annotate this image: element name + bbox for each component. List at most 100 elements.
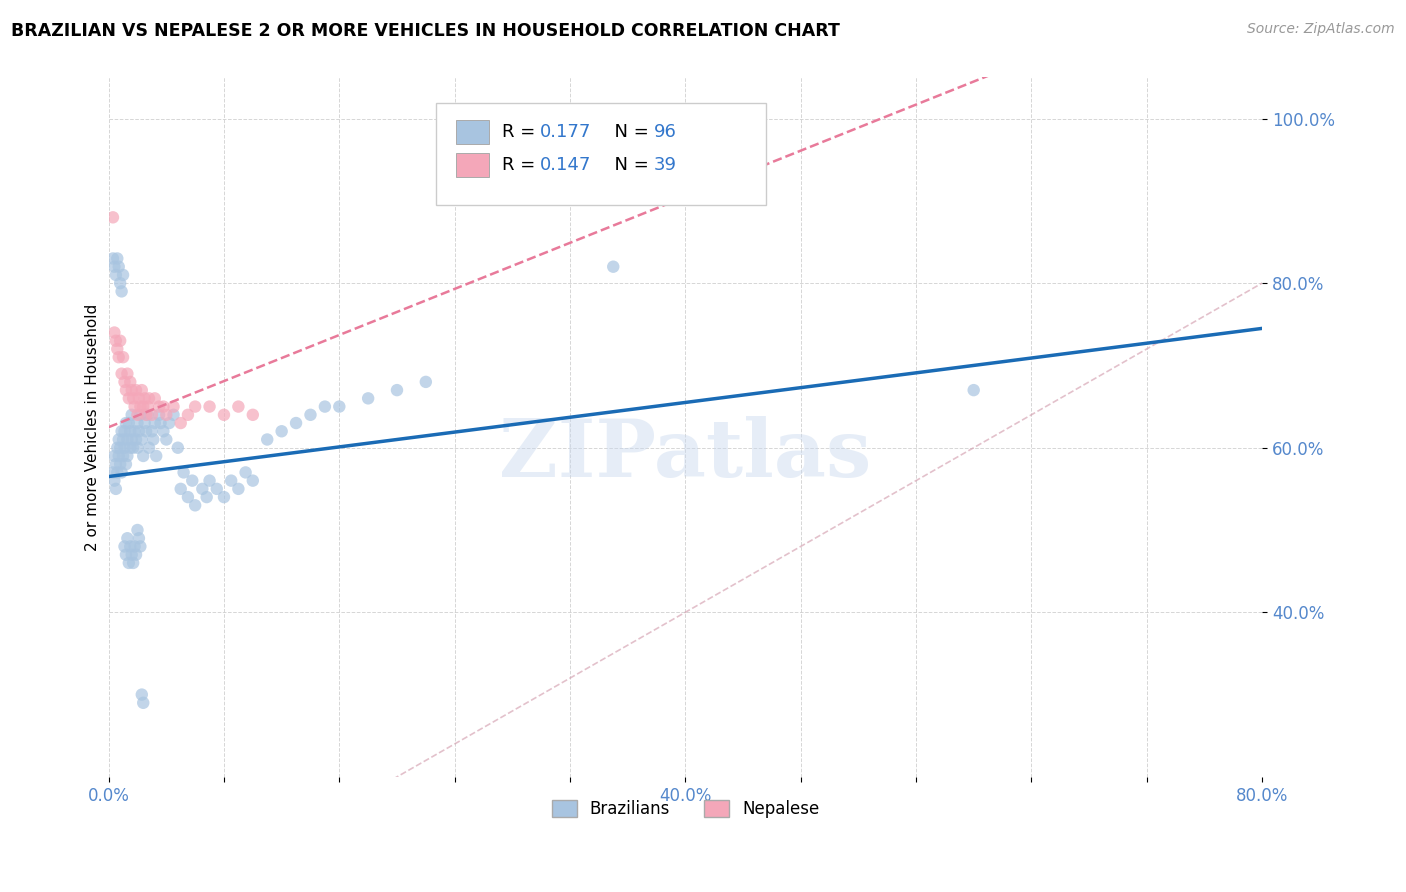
Point <box>125 548 148 562</box>
Point <box>103 260 125 274</box>
Point <box>181 474 204 488</box>
Point <box>101 466 124 480</box>
Point <box>132 449 155 463</box>
Point <box>131 383 153 397</box>
Point <box>131 688 153 702</box>
Point <box>162 400 184 414</box>
Point <box>108 334 131 348</box>
Point <box>128 424 150 438</box>
Point <box>105 441 128 455</box>
Point <box>136 408 159 422</box>
Point <box>184 499 207 513</box>
Point <box>114 540 136 554</box>
Point <box>173 466 195 480</box>
Point <box>132 696 155 710</box>
Text: N =: N = <box>603 123 655 141</box>
Point <box>117 367 139 381</box>
Point <box>112 433 135 447</box>
Point <box>128 531 150 545</box>
Y-axis label: 2 or more Vehicles in Household: 2 or more Vehicles in Household <box>86 303 100 550</box>
Text: BRAZILIAN VS NEPALESE 2 OR MORE VEHICLES IN HOUSEHOLD CORRELATION CHART: BRAZILIAN VS NEPALESE 2 OR MORE VEHICLES… <box>11 22 841 40</box>
Point <box>103 474 125 488</box>
Point <box>127 523 149 537</box>
Point <box>148 400 170 414</box>
Point <box>105 252 128 266</box>
Point <box>108 441 131 455</box>
Point <box>131 433 153 447</box>
Point <box>117 449 139 463</box>
Point <box>121 408 143 422</box>
Point <box>105 466 128 480</box>
Point <box>170 482 193 496</box>
Point <box>148 408 170 422</box>
Text: 0.177: 0.177 <box>540 123 592 141</box>
Point <box>235 466 257 480</box>
Point <box>212 408 235 422</box>
Point <box>242 408 264 422</box>
Point <box>177 490 200 504</box>
Point <box>415 375 437 389</box>
Point <box>127 416 149 430</box>
Point <box>118 416 141 430</box>
Point <box>162 408 184 422</box>
Point <box>101 252 124 266</box>
Text: R =: R = <box>502 156 541 174</box>
Point <box>134 392 156 406</box>
Point <box>141 408 163 422</box>
Point <box>205 482 228 496</box>
Text: 0.147: 0.147 <box>540 156 592 174</box>
Point <box>120 375 142 389</box>
Point <box>602 260 624 274</box>
Point <box>135 424 157 438</box>
Point <box>212 490 235 504</box>
Point <box>104 334 127 348</box>
Point <box>118 556 141 570</box>
Point <box>149 416 172 430</box>
Point <box>122 392 145 406</box>
Point <box>110 285 132 299</box>
Point <box>120 540 142 554</box>
Legend: Brazilians, Nepalese: Brazilians, Nepalese <box>546 793 825 824</box>
Point <box>166 441 188 455</box>
Point <box>170 416 193 430</box>
Point <box>112 350 135 364</box>
Point <box>120 424 142 438</box>
Point <box>219 474 242 488</box>
Text: 39: 39 <box>654 156 676 174</box>
Point <box>142 433 165 447</box>
Point <box>104 268 127 282</box>
Point <box>114 375 136 389</box>
Point <box>121 548 143 562</box>
Point <box>141 424 163 438</box>
Text: 96: 96 <box>654 123 676 141</box>
Point <box>129 408 152 422</box>
Point <box>114 424 136 438</box>
Point <box>117 433 139 447</box>
Point <box>270 424 292 438</box>
Point <box>357 392 380 406</box>
Point <box>103 326 125 340</box>
Point <box>107 350 129 364</box>
Text: Source: ZipAtlas.com: Source: ZipAtlas.com <box>1247 22 1395 37</box>
Text: N =: N = <box>603 156 655 174</box>
Point <box>120 441 142 455</box>
Point <box>124 400 146 414</box>
Point <box>152 400 174 414</box>
Point <box>125 433 148 447</box>
Point <box>129 400 152 414</box>
Point <box>122 556 145 570</box>
Point <box>138 441 160 455</box>
Point <box>115 383 138 397</box>
Point <box>107 260 129 274</box>
Point <box>136 400 159 414</box>
Point <box>112 268 135 282</box>
Point <box>177 408 200 422</box>
Point <box>114 441 136 455</box>
Point <box>155 433 177 447</box>
Point <box>143 416 166 430</box>
Point <box>195 490 218 504</box>
Point <box>155 408 177 422</box>
Point <box>127 441 149 455</box>
Point <box>122 441 145 455</box>
Point <box>117 531 139 545</box>
